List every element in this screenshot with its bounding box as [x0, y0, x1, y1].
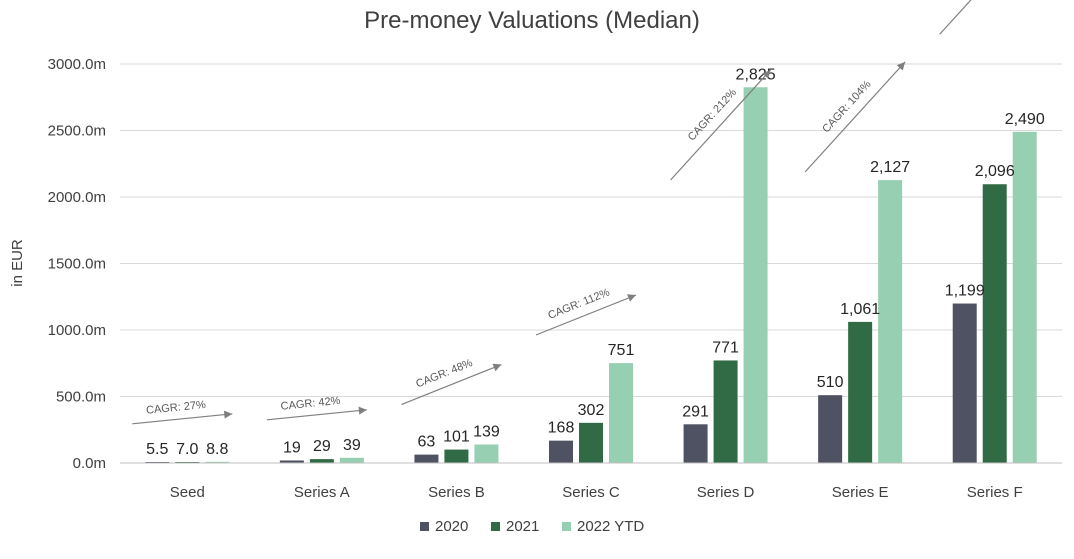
legend-label: 2022 YTD [577, 518, 644, 535]
cagr-arrow [266, 409, 367, 421]
data-label: 29 [313, 438, 331, 455]
bar [474, 444, 499, 463]
cagr-label: CAGR: 42% [280, 395, 341, 413]
data-label: 139 [473, 424, 500, 441]
data-label: 2,490 [1005, 111, 1045, 128]
bar [1012, 131, 1037, 463]
data-label: 751 [608, 342, 635, 359]
bar [414, 454, 439, 463]
cagr-label: CAGR: 48% [414, 357, 474, 390]
data-label: 168 [548, 420, 575, 437]
data-label: 1,061 [840, 301, 880, 318]
cagr-label: CAGR: 104% [820, 78, 873, 135]
x-axis-categories: Seed Series A Series B Series C Series D Seri… [170, 484, 1023, 501]
data-label: 1,199 [945, 283, 985, 300]
bar [818, 395, 843, 463]
cagr-arrowhead [358, 406, 367, 415]
y-tick-label: 2000.0m [48, 189, 106, 206]
bar [609, 363, 633, 463]
data-label: 19 [283, 439, 301, 456]
y-axis-ticks: 0.0m 500.0m 1000.0m 1500.0m 2000.0m 2500.0m 30… [48, 56, 106, 472]
bars [145, 87, 1037, 464]
cagr-label: CAGR: 27% [146, 399, 207, 417]
data-label: 8.8 [206, 441, 228, 458]
bar [848, 321, 873, 463]
cagr-label: CAGR: 112% [546, 286, 611, 321]
x-category-label: Seed [170, 484, 205, 501]
cagr-arrow [535, 294, 637, 336]
cagr-arrowhead [896, 61, 906, 71]
y-tick-label: 500.0m [56, 389, 106, 406]
chart-title: Pre-money Valuations (Median) [364, 7, 700, 34]
data-label: 7.0 [176, 441, 198, 458]
data-label: 302 [578, 402, 605, 419]
bar [743, 87, 768, 464]
data-label: 291 [682, 403, 709, 420]
data-label: 2,127 [870, 159, 910, 176]
legend-swatch [420, 522, 429, 531]
x-category-label: Series B [428, 484, 485, 501]
data-label: 510 [817, 374, 844, 391]
cagr-arrow [132, 413, 233, 425]
bar [205, 461, 230, 463]
legend-label: 2021 [506, 518, 539, 535]
bar [982, 184, 1007, 463]
data-label: 2,096 [975, 163, 1015, 180]
bar [952, 303, 977, 463]
cagr-label: CAGR: 212% [686, 86, 739, 143]
x-category-label: Series C [562, 484, 620, 501]
bar [579, 422, 603, 463]
legend-swatch [562, 522, 571, 531]
gridlines [120, 63, 1062, 397]
y-tick-label: 3000.0m [48, 56, 106, 73]
cagr-arrow [401, 363, 502, 406]
cagr-arrowhead [492, 363, 502, 372]
cagr-arrow [670, 69, 772, 181]
data-label: 101 [443, 429, 470, 446]
y-tick-label: 2500.0m [48, 123, 106, 140]
data-label: 2,825 [736, 66, 776, 83]
bar [549, 440, 573, 463]
bar [444, 449, 469, 463]
cagr-arrowhead [762, 70, 771, 79]
y-tick-label: 1500.0m [48, 256, 106, 273]
bar [339, 457, 364, 463]
legend-label: 2020 [435, 518, 468, 535]
bar [878, 180, 903, 463]
x-category-label: Series F [967, 484, 1023, 501]
cagr-arrowhead [627, 294, 636, 302]
y-axis-label: in EUR [9, 239, 26, 287]
legend-swatch [491, 522, 500, 531]
bar [309, 459, 334, 463]
bar [279, 460, 304, 463]
data-label: 39 [343, 437, 361, 454]
cagr-arrow [939, 0, 972, 35]
cagr-arrow [804, 61, 906, 173]
cagr-arrowhead [223, 410, 233, 419]
bar [713, 360, 738, 463]
data-label: 5.5 [146, 441, 168, 458]
x-category-label: Series A [294, 484, 350, 501]
bar [683, 424, 708, 463]
data-label: 771 [712, 339, 739, 356]
data-label: 63 [418, 434, 436, 451]
y-tick-label: 1000.0m [48, 322, 106, 339]
legend: 2020 2021 2022 YTD [420, 518, 644, 535]
x-category-label: Series E [832, 484, 889, 501]
y-tick-label: 0.0m [73, 455, 106, 472]
x-category-label: Series D [697, 484, 755, 501]
